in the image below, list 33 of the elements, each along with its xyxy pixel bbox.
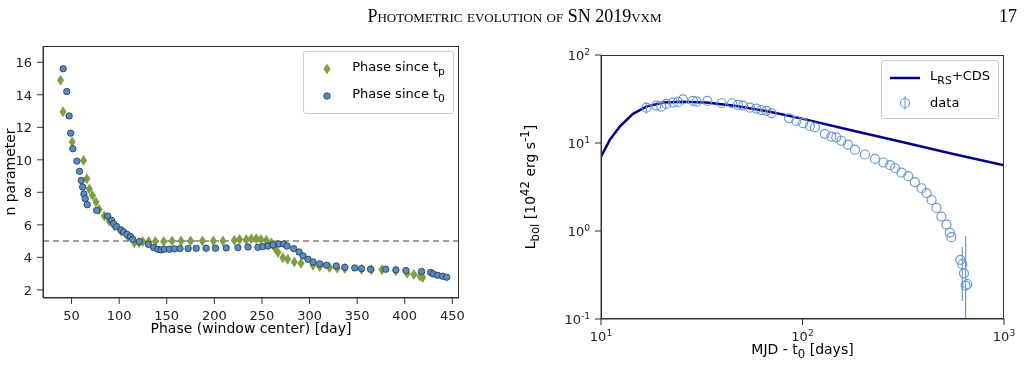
y-tick-label: 10$^{0}$ [567, 223, 591, 239]
x-axis-title: MJD - t$_{0}$ [days] [751, 341, 854, 361]
y-tick-label: 10$^{1}$ [567, 135, 590, 151]
text: 17 [999, 6, 1017, 27]
y-tick-label: 16 [15, 55, 32, 71]
x-tick-label: 400 [392, 308, 418, 323]
x-tick-label: 300 [297, 308, 322, 323]
x-tick-label: 350 [344, 308, 370, 323]
x-tick-label: 10$^{2}$ [791, 328, 814, 344]
y-tick-label: 6 [23, 217, 32, 233]
y-tick-label: 2 [23, 282, 32, 298]
legend-label: Phase since t$_{p}$ [352, 58, 445, 80]
y-tick-label: 12 [15, 120, 32, 136]
legend-label: data [930, 93, 960, 112]
x-tick-label: 10$^{3}$ [992, 328, 1016, 344]
x-tick-label: 250 [249, 308, 275, 323]
x-tick-label: 10$^{1}$ [589, 328, 613, 344]
legend-label: L$_{RS}$+CDS [930, 67, 990, 89]
y-axis-title: n parameter [2, 128, 18, 216]
y-tick-label: 8 [23, 185, 32, 201]
x-tick-label: 450 [439, 308, 465, 323]
x-axis-title: Phase (window center) [day] [150, 320, 352, 336]
y-tick-label: 4 [23, 250, 32, 266]
legend-label: Phase since t$_{0}$ [352, 84, 445, 107]
x-tick-label: 100 [106, 308, 132, 323]
y-tick-label: 10 [15, 152, 32, 168]
text: Photometric evolution of SN 2019vxm [367, 6, 662, 26]
y-tick-label: 10$^{2}$ [567, 47, 590, 63]
x-tick-label: 200 [201, 308, 227, 323]
x-tick-label: 150 [154, 308, 180, 323]
y-tick-label: 14 [15, 87, 32, 103]
x-tick-label: 50 [63, 308, 80, 323]
y-tick-label: 10$^{-1}$ [564, 311, 590, 327]
